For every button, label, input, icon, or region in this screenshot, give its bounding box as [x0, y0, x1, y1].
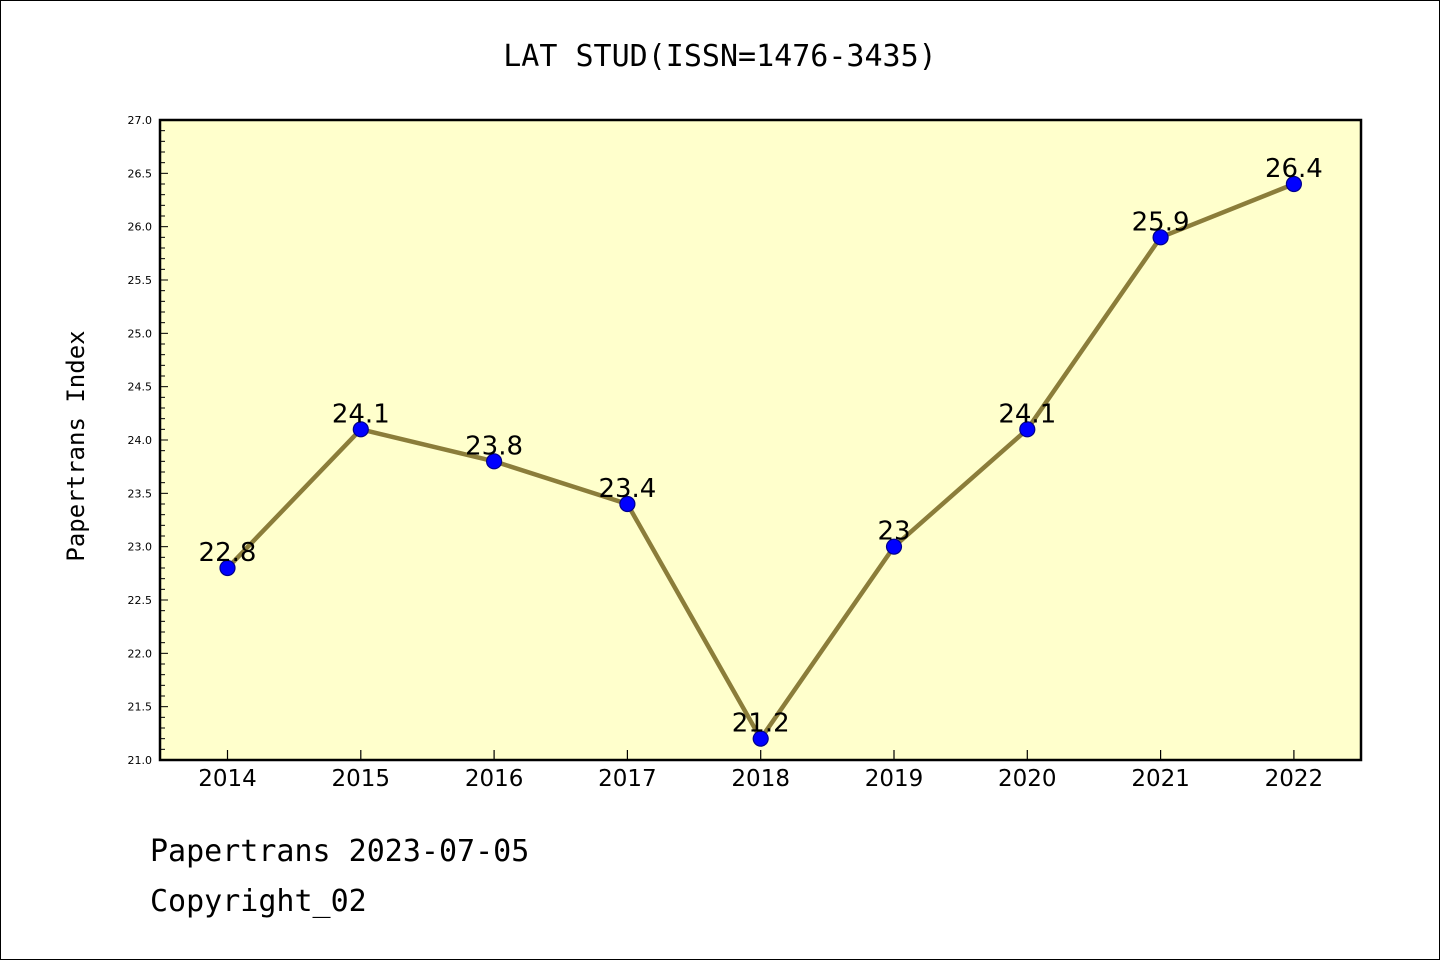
- y-tick-label: 24.5: [128, 381, 153, 394]
- y-tick-label: 23.5: [128, 487, 153, 500]
- x-tick-label: 2015: [332, 766, 391, 792]
- x-tick-label: 2018: [731, 766, 790, 792]
- x-tick-label: 2021: [1131, 766, 1190, 792]
- data-label: 22.8: [199, 538, 257, 568]
- y-tick-label: 27.0: [128, 114, 153, 127]
- chart-title: LAT STUD(ISSN=1476-3435): [503, 39, 936, 74]
- data-point: [885, 538, 903, 555]
- data-point: [752, 730, 769, 747]
- y-tick-label: 22.5: [128, 594, 153, 607]
- data-label: 23: [877, 517, 910, 547]
- data-point: [1285, 175, 1303, 193]
- x-tick-label: 2019: [865, 766, 924, 792]
- y-tick-label: 22.0: [128, 647, 153, 660]
- data-point: [352, 421, 369, 438]
- y-tick-label: 23.0: [128, 541, 153, 554]
- y-tick-label: 21.5: [128, 701, 153, 714]
- x-tick-label: 2014: [198, 766, 257, 792]
- data-point: [619, 495, 636, 513]
- footer-date-text: Papertrans 2023-07-05: [150, 834, 530, 869]
- series-markers: [219, 175, 1303, 747]
- axis-ticks: 21.0 21.5 22.0 22.5 23.0 23.5 24.0 24.5 25.0 25.5…: [128, 114, 1324, 792]
- y-tick-label: 25.0: [128, 327, 153, 340]
- y-tick-label: 25.5: [128, 274, 153, 287]
- y-axis-label: Papertrans Index: [62, 330, 90, 561]
- plot-area: [160, 120, 1361, 760]
- y-tick-label: 26.0: [128, 221, 153, 234]
- data-label: 24.1: [998, 399, 1056, 429]
- footer-copyright-text: Copyright_02: [150, 884, 367, 919]
- y-tick-label: 21.0: [128, 754, 153, 767]
- y-tick-label: 24.0: [128, 434, 153, 447]
- plot-border: [158, 118, 1363, 762]
- x-tick-label: 2022: [1265, 766, 1324, 792]
- data-label: 23.4: [598, 474, 656, 504]
- x-tick-label: 2016: [465, 766, 524, 792]
- x-tick-label: 2017: [598, 766, 657, 792]
- data-point: [486, 453, 503, 470]
- data-label: 26.4: [1265, 154, 1323, 184]
- y-tick-label: 26.5: [128, 167, 153, 180]
- data-labels: 22.8 24.1 23.8 23.4 21.2 23 24.1 25.9 26.4: [199, 154, 1323, 739]
- data-label: 23.8: [465, 431, 523, 461]
- data-label: 21.2: [732, 709, 790, 739]
- x-tick-label: 2020: [998, 766, 1057, 792]
- data-point: [1019, 421, 1036, 438]
- data-label: 25.9: [1132, 207, 1190, 237]
- data-point: [219, 559, 236, 577]
- data-label: 24.1: [332, 399, 390, 429]
- data-point: [1152, 229, 1169, 246]
